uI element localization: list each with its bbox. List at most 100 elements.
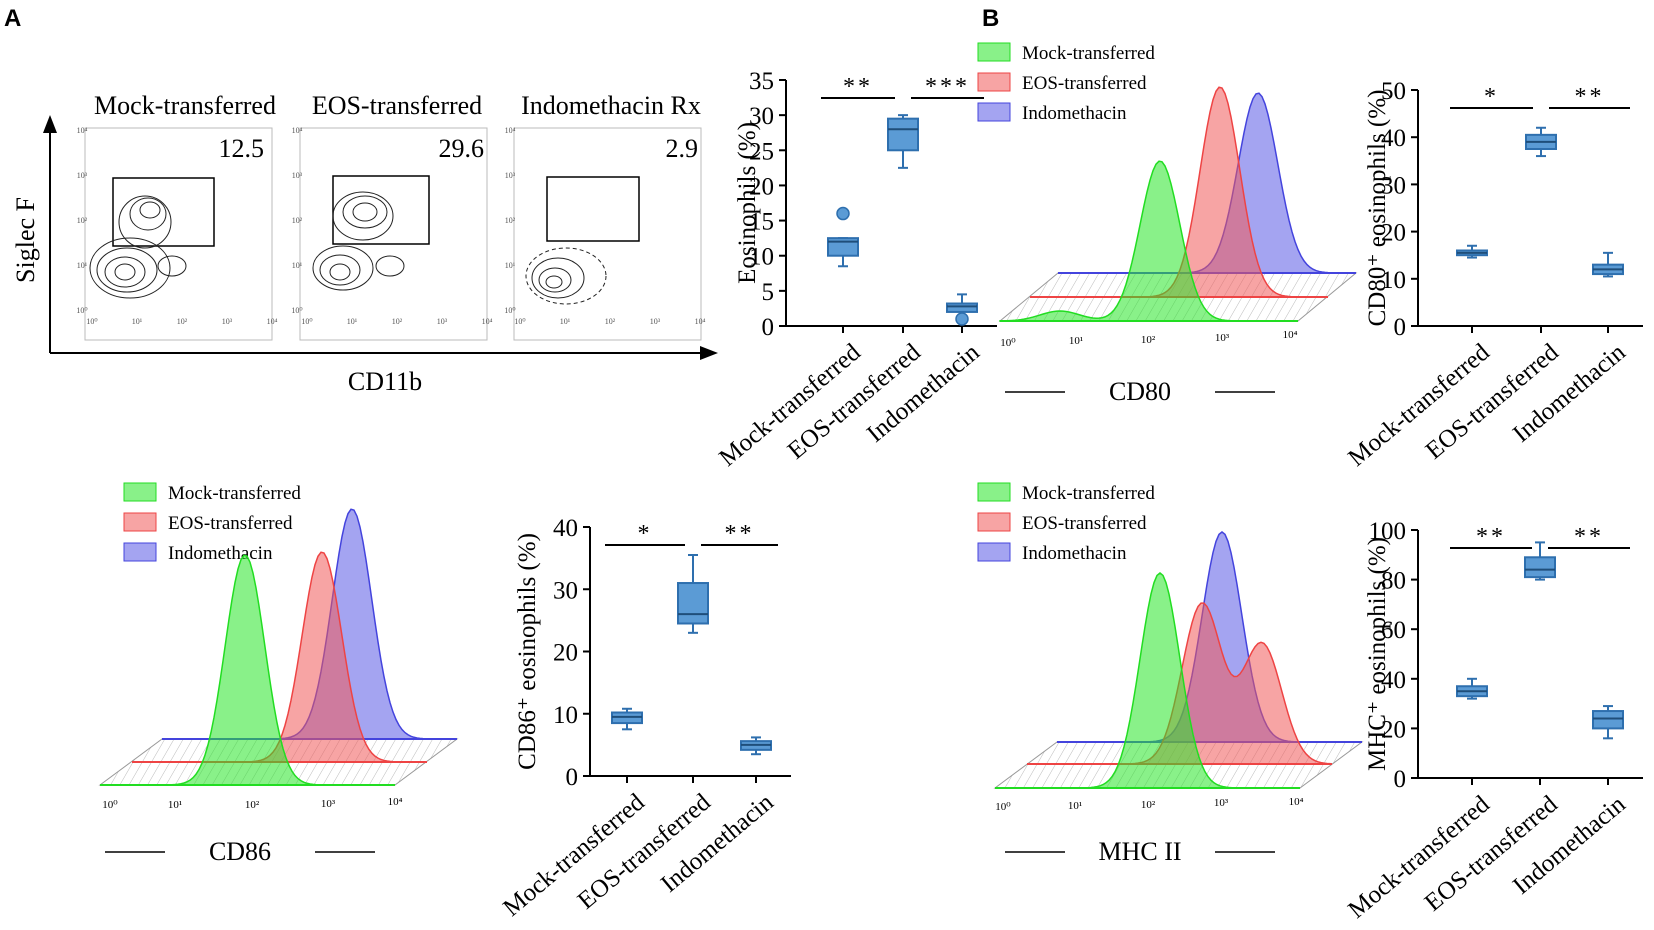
legend-label: Indomethacin [168,543,273,564]
y-tick-label: 10 [1381,267,1406,294]
flow-y-tick-label: 10⁰ [76,306,87,315]
flow-y-tick-label: 10¹ [292,261,303,270]
flow-x-tick-label: 10³ [650,317,661,326]
legend-label: Indomethacin [1022,543,1127,564]
histogram-tick-label: 10³ [1214,797,1229,809]
flow-gate-percent: 12.5 [219,134,265,163]
flow-x-tick-label: 10² [605,317,616,326]
histogram-tick-label: 10³ [321,798,336,810]
y-tick-label: 50 [1381,78,1406,105]
flow-x-tick-label: 10⁴ [482,317,493,326]
y-tick-label: 35 [749,68,774,95]
legend-swatch [123,512,157,532]
panel-label-b: B [982,5,999,32]
y-tick-label: 30 [553,577,578,604]
histogram-cd86: Mock-transferred EOS-transferred Indometha… [98,482,459,866]
histogram-x-axis-label: MHC II [1098,837,1181,866]
flow-contours [525,247,607,305]
flow-x-tick-label: 10⁴ [267,317,278,326]
legend-swatch [123,482,157,502]
legend-label: Mock-transferred [1022,483,1155,504]
flow-y-arrow [43,115,57,133]
flow-y-tick-label: 10⁰ [291,306,302,315]
histogram-mhc: Mock-transferred EOS-transferred Indometha… [977,482,1364,866]
flow-x-tick-label: 10⁰ [301,317,312,326]
flow-plot-mock: Mock-transferred 12.5 [84,91,276,341]
y-tick-label: 80 [1381,568,1406,595]
y-tick-label: 10 [553,702,578,729]
y-tick-label: 0 [762,314,775,341]
flow-y-tick-label: 10⁴ [77,126,88,135]
box [1524,556,1556,579]
histogram-tick-label: 10³ [1215,332,1230,344]
histogram-tick-label: 10⁰ [995,801,1011,813]
y-tick-label: 60 [1381,617,1406,644]
y-axis-label: CD86⁺ eosinophils (%) [514,533,541,770]
y-tick-label: 0 [1394,766,1407,793]
flow-y-tick-label: 10³ [77,171,88,180]
flow-x-tick-label: 10⁰ [86,317,97,326]
flow-contours [312,191,405,291]
histogram-tick-label: 10¹ [1069,335,1083,347]
flow-tick-labels: 10⁰ 10¹ 10² 10³ 10⁴ 10⁰ 10¹ 10² 10³ 10⁴ 10⁰ 10¹ 10² 1… [76,126,705,326]
flow-y-tick-label: 10³ [505,171,516,180]
histogram-tick-label: 10² [1141,334,1156,346]
legend-swatch [977,102,1011,122]
histogram-tick-label: 10⁰ [1000,337,1016,349]
flow-plot-frame [299,127,488,341]
significance-label: * [1484,84,1499,110]
flow-gate-box [112,177,215,247]
y-tick-label: 20 [1381,220,1406,247]
histogram-tick-label: 10¹ [1068,800,1082,812]
box [1592,710,1624,730]
y-tick-label: 20 [749,173,774,200]
legend-swatch [977,542,1011,562]
y-tick-label: 25 [749,138,774,165]
flow-x-tick-label: 10³ [222,317,233,326]
flow-y-tick-label: 10⁴ [292,126,303,135]
flow-plot-title: Mock-transferred [94,91,276,120]
y-tick-label: 0 [1394,314,1407,341]
y-axis-label: CD80⁺ eosinophils (%) [1364,90,1391,327]
legend-label: Indomethacin [1022,103,1127,124]
histogram-tick-label: 10² [245,799,260,811]
flow-gate-percent: 29.6 [439,134,485,163]
legend-label: EOS-transferred [168,513,293,534]
histogram-x-axis-label: CD86 [209,837,271,866]
flow-x-tick-label: 10⁴ [695,317,706,326]
significance-label: ** [1575,84,1605,110]
flow-x-arrow [700,346,718,360]
flow-y-tick-label: 10² [292,216,303,225]
legend-label: Mock-transferred [1022,43,1155,64]
significance-label: ** [725,521,755,547]
flow-cytometry-group: Siglec F CD11b Mock-transferred 12.5 EOS… [11,91,718,396]
y-tick-label: 100 [1369,518,1407,545]
flow-y-tick-label: 10² [77,216,88,225]
significance-label: ** [843,74,873,100]
legend-swatch [977,72,1011,92]
histogram-tick-label: 10⁰ [102,799,118,811]
y-tick-label: 20 [1381,716,1406,743]
box [677,582,709,625]
flow-gate-box [332,175,430,245]
flow-x-tick-label: 10¹ [560,317,571,326]
flow-y-tick-label: 10⁰ [504,306,515,315]
significance-label: * [638,521,653,547]
y-axis-label: Eosinophils (%) [734,122,761,284]
flow-y-tick-label: 10¹ [505,261,516,270]
flow-contours [89,195,187,299]
outlier-point [955,312,969,326]
significance-label: ** [1476,524,1506,550]
y-tick-label: 30 [749,103,774,130]
flow-gate-box [546,176,640,242]
y-tick-label: 5 [762,279,775,306]
y-tick-label: 30 [1381,172,1406,199]
legend-swatch [977,512,1011,532]
flow-plot-frame [513,127,702,341]
legend-swatch [977,42,1011,62]
histogram-tick-label: 10² [1141,799,1156,811]
